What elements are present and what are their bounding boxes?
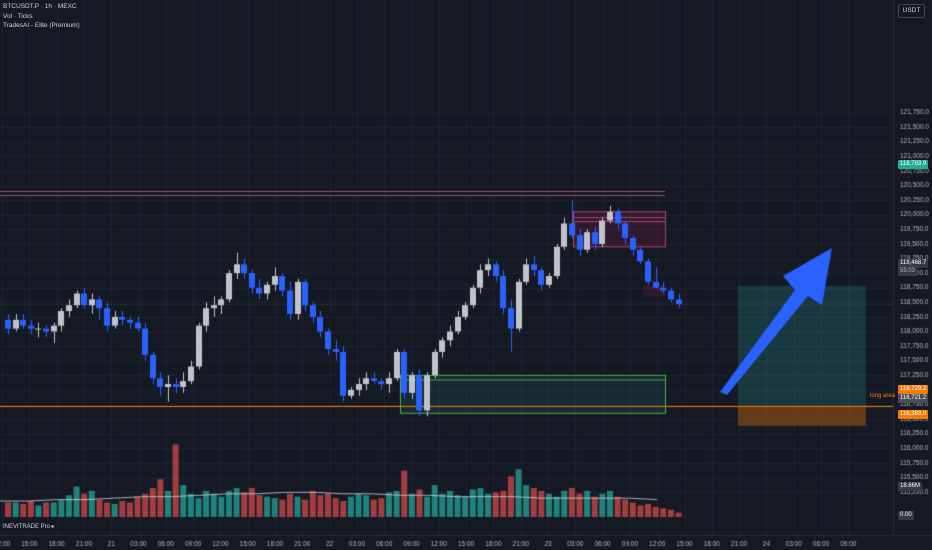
- entry-upper-tag: 116,729.2: [898, 385, 929, 394]
- countdown-tag: 55:03: [898, 267, 918, 276]
- tradesai-indicator-label[interactable]: TradesAI - Elite (Premium): [3, 22, 80, 29]
- entry-tag: 116,721.2: [898, 394, 929, 403]
- currency-button[interactable]: USDT: [898, 4, 925, 18]
- volume-indicator-label[interactable]: Vol · Ticks: [3, 13, 33, 20]
- long-area-label: long area: [870, 393, 896, 399]
- last-price-tag: 118,468.7: [898, 259, 929, 268]
- bottom-indicator-label[interactable]: INEVITRADE Pro ▸: [3, 524, 55, 530]
- take-profit-tag: 118,783.9: [898, 160, 929, 169]
- volume-tag: 18.66M: [898, 482, 923, 491]
- stop-tag: 116,383.0: [898, 410, 929, 419]
- volume-zero-tag: 0.00: [898, 511, 914, 520]
- symbol-title[interactable]: BTCUSDT.P · 1h · MEXC: [3, 3, 77, 10]
